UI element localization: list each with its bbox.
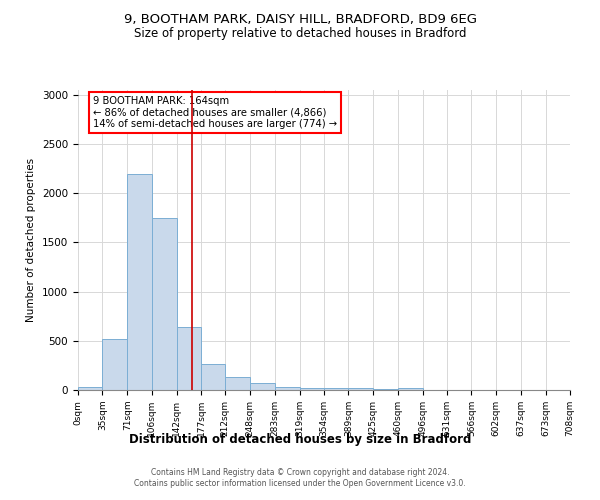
- Bar: [176, 327, 201, 390]
- Text: 9, BOOTHAM PARK, DAISY HILL, BRADFORD, BD9 6EG: 9, BOOTHAM PARK, DAISY HILL, BRADFORD, B…: [124, 12, 476, 26]
- Bar: [299, 388, 324, 390]
- Text: Distribution of detached houses by size in Bradford: Distribution of detached houses by size …: [129, 432, 471, 446]
- Bar: [373, 388, 398, 390]
- Bar: [103, 339, 127, 390]
- Text: Contains HM Land Registry data © Crown copyright and database right 2024.
Contai: Contains HM Land Registry data © Crown c…: [134, 468, 466, 487]
- Text: Size of property relative to detached houses in Bradford: Size of property relative to detached ho…: [134, 28, 466, 40]
- Bar: [349, 388, 373, 390]
- Bar: [250, 382, 275, 390]
- Bar: [127, 174, 152, 390]
- Y-axis label: Number of detached properties: Number of detached properties: [26, 158, 37, 322]
- Bar: [226, 377, 250, 390]
- Bar: [398, 388, 422, 390]
- Bar: [324, 388, 349, 390]
- Bar: [152, 218, 176, 390]
- Text: 9 BOOTHAM PARK: 164sqm
← 86% of detached houses are smaller (4,866)
14% of semi-: 9 BOOTHAM PARK: 164sqm ← 86% of detached…: [93, 96, 337, 129]
- Bar: [275, 386, 299, 390]
- Bar: [201, 364, 226, 390]
- Bar: [78, 386, 103, 390]
